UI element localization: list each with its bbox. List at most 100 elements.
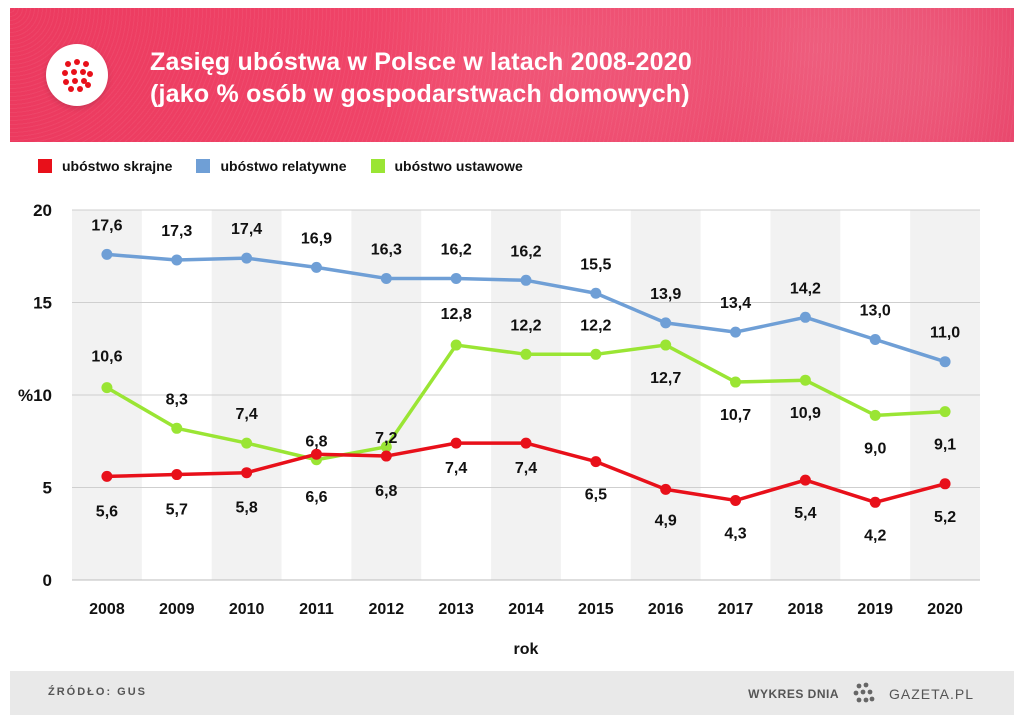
data-point	[660, 317, 672, 329]
data-point	[310, 261, 322, 273]
legend: ubóstwo skrajne ubóstwo relatywne ubóstw…	[38, 156, 547, 176]
data-label: 13,0	[860, 303, 891, 320]
x-tick-label: 2016	[648, 601, 684, 618]
data-label: 12,7	[650, 370, 681, 387]
data-label: 12,2	[580, 317, 611, 334]
data-label: 16,2	[510, 243, 541, 260]
data-label: 6,8	[375, 483, 397, 500]
data-point	[660, 339, 672, 351]
data-label: 10,6	[91, 349, 122, 366]
data-label: 7,4	[235, 406, 257, 423]
data-point	[869, 496, 881, 508]
data-point	[380, 272, 392, 284]
y-tick-label: 20	[33, 201, 52, 220]
x-tick-label: 2017	[718, 601, 754, 618]
data-point	[590, 287, 602, 299]
data-label: 14,2	[790, 280, 821, 297]
data-label: 17,6	[91, 217, 122, 234]
data-point	[730, 494, 742, 506]
data-point	[241, 437, 253, 449]
legend-label: ubóstwo ustawowe	[394, 158, 523, 174]
x-tick-label: 2011	[299, 601, 334, 618]
data-label: 12,8	[441, 306, 472, 323]
logo-badge	[46, 44, 108, 106]
data-point	[171, 469, 183, 481]
data-label: 17,4	[231, 221, 262, 238]
x-tick-label: 2020	[927, 601, 963, 618]
data-point	[869, 409, 881, 421]
data-point	[730, 376, 742, 388]
x-axis-title: rok	[514, 641, 539, 658]
data-point	[939, 478, 951, 490]
data-label: 6,8	[305, 434, 327, 451]
data-label: 17,3	[161, 223, 192, 240]
data-point	[520, 437, 532, 449]
chart-title-line-2: (jako % osób w gospodarstwach domowych)	[150, 80, 690, 108]
legend-label: ubóstwo skrajne	[62, 158, 173, 174]
data-label: 16,9	[301, 230, 332, 247]
x-tick-label: 2018	[788, 601, 824, 618]
data-point	[869, 334, 881, 345]
x-tick-label: 2019	[857, 601, 893, 618]
data-point	[310, 448, 322, 460]
y-tick-label: %10	[18, 386, 52, 405]
legend-swatch-green	[370, 159, 385, 173]
dot-grid-logo-icon	[62, 59, 93, 92]
data-label: 10,7	[720, 407, 751, 424]
header-banner: Zasięg ubóstwa w Polsce w latach 2008-20…	[10, 8, 1014, 142]
data-label: 7,4	[445, 460, 467, 477]
data-point	[939, 406, 951, 418]
wykres-dnia-label: WYKRES DNIA	[748, 687, 840, 701]
x-tick-label: 2014	[508, 601, 544, 618]
data-point	[520, 274, 532, 286]
data-label: 12,2	[510, 317, 541, 334]
x-tick-label: 2013	[438, 601, 474, 618]
data-point	[171, 422, 183, 434]
x-tick-label: 2008	[89, 601, 125, 618]
x-tick-label: 2015	[578, 601, 614, 618]
gazeta-dots-icon	[853, 682, 875, 703]
data-label: 16,3	[371, 241, 402, 258]
data-label: 15,5	[580, 256, 611, 273]
legend-item-ustawowe: ubóstwo ustawowe	[370, 158, 523, 174]
x-tick-label: 2009	[159, 601, 195, 618]
data-point	[590, 348, 602, 360]
data-label: 6,6	[305, 489, 327, 506]
data-point	[380, 450, 392, 462]
data-label: 13,9	[650, 286, 681, 303]
data-label: 7,4	[515, 460, 537, 477]
data-point	[171, 254, 183, 266]
data-label: 16,2	[441, 241, 472, 258]
data-label: 9,1	[934, 437, 956, 454]
data-point	[450, 339, 462, 351]
legend-swatch-red	[38, 159, 52, 173]
legend-swatch-blue	[196, 159, 211, 173]
data-label: 5,8	[235, 500, 257, 517]
x-tick-label: 2012	[369, 601, 405, 618]
legend-item-relatywne: ubóstwo relatywne	[196, 158, 347, 174]
footer: ŹRÓDŁO: GUS WYKRES DNIA GAZETA.PL	[10, 671, 1014, 715]
line-chart: 0 5 %10 15 20 2008 2009 2010 2011 2012 2013 2014 201…	[18, 201, 980, 658]
data-label: 4,3	[724, 525, 746, 542]
data-point	[660, 483, 672, 495]
data-label: 5,2	[934, 509, 956, 526]
brand: WYKRES DNIA GAZETA.PL	[748, 681, 974, 707]
data-point	[730, 326, 742, 338]
data-label: 5,7	[166, 502, 188, 519]
data-label: 10,9	[790, 405, 821, 422]
header-background-photo	[10, 8, 1014, 142]
y-tick-label: 15	[33, 294, 52, 313]
data-point	[799, 311, 811, 323]
data-point	[101, 470, 113, 482]
data-label: 4,2	[864, 527, 886, 544]
data-point	[520, 348, 532, 360]
data-label: 5,6	[96, 503, 118, 520]
data-point	[101, 248, 113, 260]
data-point	[450, 437, 462, 449]
gazeta-brand-text: GAZETA.PL	[889, 686, 974, 702]
data-label: 5,4	[794, 505, 816, 522]
data-point	[450, 272, 462, 284]
chart-title-line-1: Zasięg ubóstwa w Polsce w latach 2008-20…	[150, 48, 692, 76]
legend-item-skrajne: ubóstwo skrajne	[38, 158, 172, 174]
data-point	[799, 474, 811, 486]
